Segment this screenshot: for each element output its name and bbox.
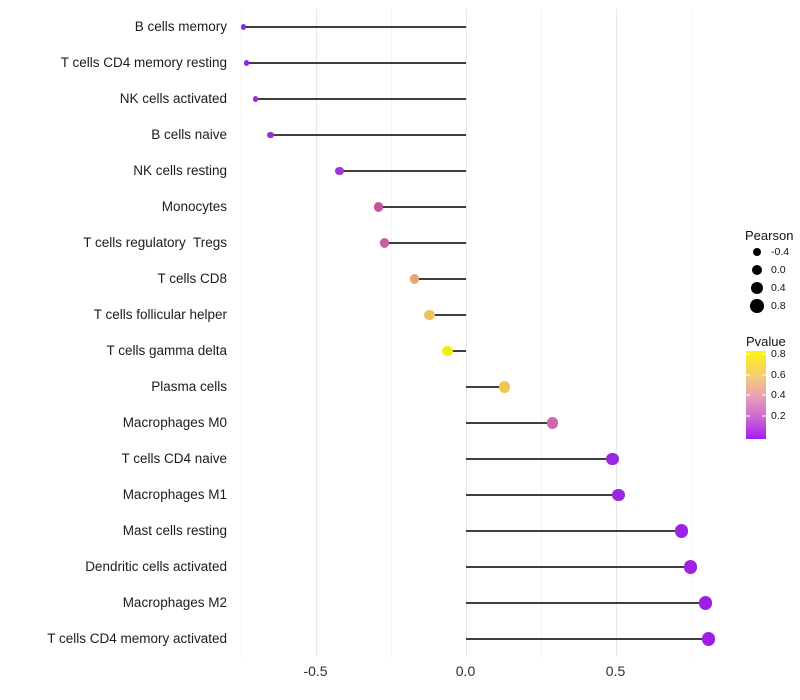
lollipop-stick	[270, 134, 466, 136]
lollipop-stick	[465, 494, 619, 496]
pvalue-colorbar-notch	[746, 373, 750, 376]
category-label: T cells CD4 naive	[121, 451, 227, 466]
lollipop-dot	[243, 60, 250, 66]
gridline-major	[315, 9, 317, 657]
pvalue-colorbar-notch	[746, 394, 750, 397]
lollipop-dot	[335, 166, 344, 176]
pvalue-tick-label: 0.2	[771, 410, 786, 423]
lollipop-dot	[252, 96, 259, 102]
category-label: B cells memory	[134, 19, 227, 34]
lollipop-dot	[701, 632, 716, 646]
lollipop-dot	[698, 596, 713, 610]
legend-size-label: 0.4	[771, 282, 786, 294]
category-label: Macrophages M0	[122, 415, 227, 430]
lollipop-stick	[465, 638, 709, 640]
lollipop-stick	[255, 98, 466, 100]
gridline-minor	[390, 9, 392, 657]
lollipop-dot	[606, 452, 619, 466]
legend-size-dot	[750, 299, 764, 313]
category-label: T cells regulatory Tregs	[83, 235, 227, 250]
gridline-minor	[690, 9, 692, 657]
category-label: Macrophages M2	[122, 595, 227, 610]
pvalue-colorbar	[746, 351, 766, 439]
category-label: NK cells activated	[119, 91, 227, 106]
pvalue-tick-label: 0.8	[771, 348, 786, 360]
lollipop-dot	[683, 560, 698, 574]
pvalue-colorbar-notch	[746, 415, 750, 418]
lollipop-dot	[409, 274, 420, 284]
x-tick-label: 0.0	[455, 663, 476, 679]
legend-pvalue-title: Pvalue	[746, 334, 786, 349]
x-tick-label: 0.5	[605, 663, 626, 679]
lollipop-stick	[465, 422, 553, 424]
lollipop-stick	[384, 242, 466, 244]
lollipop-stick	[465, 602, 706, 604]
plot-panel	[233, 9, 722, 657]
pvalue-colorbar-notch	[762, 415, 766, 418]
category-label: Macrophages M1	[122, 487, 227, 502]
category-label: T cells follicular helper	[93, 307, 227, 322]
pvalue-tick-label: 0.4	[771, 389, 786, 402]
pvalue-tick-label: 0.6	[771, 368, 786, 381]
lollipop-dot	[424, 309, 435, 320]
lollipop-dot	[546, 417, 559, 429]
gridline-minor	[540, 9, 542, 657]
legend-size-dot	[750, 281, 764, 295]
lollipop-dot	[379, 238, 390, 248]
lollipop-stick	[378, 206, 466, 208]
lollipop-dot	[674, 524, 689, 538]
gridline-major	[615, 9, 617, 657]
category-label: T cells CD4 memory activated	[47, 631, 227, 646]
x-tick-label: -0.5	[303, 663, 328, 679]
legend-size-dot	[752, 247, 762, 257]
lollipop-stick	[339, 170, 466, 172]
category-label: NK cells resting	[133, 163, 227, 178]
lollipop-stick	[246, 62, 466, 64]
category-label: Monocytes	[161, 199, 227, 214]
gridline-major	[465, 9, 467, 657]
category-label: B cells naive	[151, 127, 227, 142]
legend-size-dot	[751, 264, 763, 276]
category-label: Plasma cells	[151, 379, 227, 394]
pvalue-colorbar-notch	[746, 353, 750, 355]
lollipop-stick	[465, 458, 613, 460]
lollipop-dot	[498, 381, 511, 393]
lollipop-stick	[429, 314, 466, 316]
legend-size-label: -0.4	[771, 246, 790, 258]
category-label: T cells gamma delta	[106, 343, 227, 358]
legend-pearson-title: Pearson	[745, 228, 794, 243]
lollipop-stick	[465, 566, 691, 568]
legend-size-label: 0.8	[771, 300, 786, 312]
lollipop-dot	[612, 488, 625, 502]
lollipop-stick	[465, 530, 682, 532]
lollipop-stick	[465, 386, 505, 388]
category-label: Mast cells resting	[122, 523, 227, 538]
pvalue-colorbar-notch	[762, 353, 766, 355]
lollipop-dot	[442, 345, 453, 357]
category-label: Dendritic cells activated	[85, 559, 227, 574]
gridline-minor	[240, 9, 242, 657]
category-label: T cells CD4 memory resting	[60, 55, 227, 70]
legend-size-label: 0.0	[771, 264, 786, 276]
lollipop-dot	[373, 202, 384, 212]
lollipop-stick	[414, 278, 466, 280]
category-label: T cells CD8	[157, 271, 227, 286]
pvalue-colorbar-notch	[762, 394, 766, 397]
lollipop-stick	[447, 350, 466, 352]
lollipop-dot	[267, 131, 274, 139]
lollipop-dot	[240, 24, 247, 30]
lollipop-stick	[243, 26, 466, 28]
pvalue-colorbar-notch	[762, 373, 766, 376]
